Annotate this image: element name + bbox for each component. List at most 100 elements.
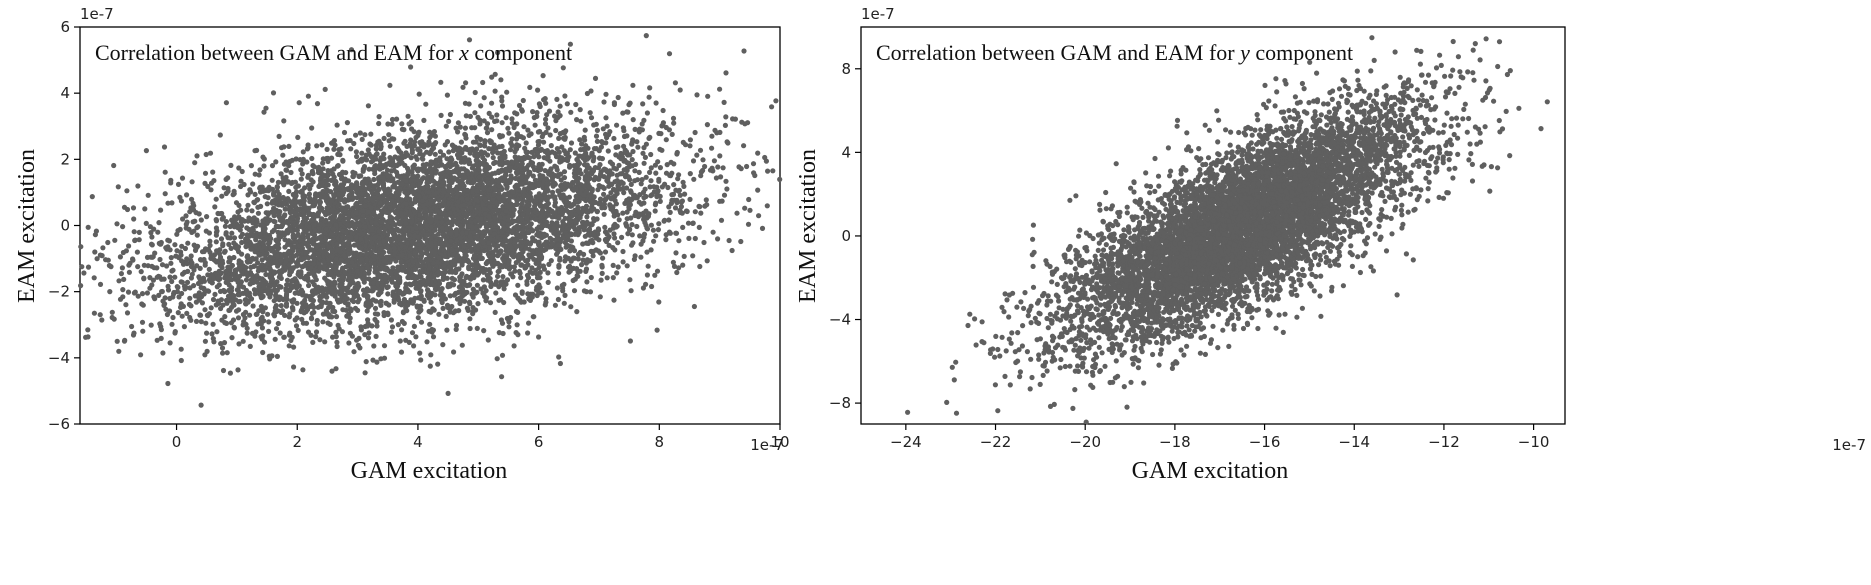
data-point: [611, 231, 617, 237]
data-point: [231, 191, 237, 197]
data-point: [690, 253, 696, 259]
data-point: [334, 339, 340, 345]
data-point: [258, 334, 264, 340]
data-point: [773, 98, 779, 104]
data-point: [142, 206, 148, 212]
data-point: [650, 227, 657, 233]
data-point: [241, 181, 247, 188]
data-point: [584, 214, 590, 220]
data-point: [532, 147, 538, 153]
data-point: [388, 317, 394, 323]
data-point: [156, 220, 162, 226]
data-point: [420, 152, 426, 158]
data-point: [280, 152, 286, 158]
data-point: [611, 165, 617, 171]
data-point: [630, 148, 636, 155]
data-point: [259, 325, 265, 331]
data-point: [440, 295, 446, 301]
data-point: [621, 190, 627, 196]
data-point: [604, 275, 610, 281]
data-point: [634, 139, 640, 145]
data-point: [322, 339, 328, 345]
data-point: [428, 352, 434, 358]
data-point: [169, 278, 175, 285]
data-point: [319, 142, 325, 148]
data-point: [499, 94, 505, 100]
data-point: [333, 314, 340, 320]
data-point: [327, 321, 333, 327]
data-point: [298, 176, 304, 182]
data-point: [218, 236, 225, 242]
data-point: [674, 149, 680, 156]
data-point: [700, 157, 706, 163]
data-point: [236, 341, 242, 347]
data-point: [498, 77, 504, 83]
data-point: [529, 265, 535, 271]
data-point: [111, 316, 117, 322]
data-point: [652, 208, 658, 214]
data-point: [510, 274, 516, 280]
data-point: [627, 338, 634, 344]
data-point: [597, 250, 604, 256]
data-point: [255, 260, 261, 266]
data-point: [170, 267, 176, 273]
data-point: [431, 267, 437, 273]
data-point: [229, 230, 235, 236]
data-point: [126, 262, 132, 268]
data-point: [183, 225, 189, 231]
data-point: [552, 302, 559, 308]
data-point: [598, 171, 604, 177]
data-point: [202, 338, 208, 344]
data-point: [184, 261, 190, 267]
data-point: [116, 278, 122, 284]
data-point: [698, 210, 704, 216]
data-point: [741, 48, 747, 54]
data-point: [250, 303, 256, 309]
data-point: [344, 120, 350, 126]
data-point: [259, 294, 265, 300]
data-point: [505, 125, 511, 131]
data-point: [235, 315, 242, 321]
data-point: [162, 295, 168, 301]
data-point: [408, 64, 414, 70]
data-point: [595, 187, 601, 193]
data-point: [165, 380, 171, 387]
data-point: [643, 33, 649, 39]
data-point: [158, 207, 164, 213]
data-point: [432, 133, 438, 139]
data-point: [477, 254, 483, 260]
data-point: [369, 323, 375, 329]
data-point: [524, 278, 530, 285]
data-point: [572, 174, 578, 180]
data-point: [653, 170, 659, 176]
data-point: [747, 207, 753, 213]
data-point: [509, 136, 515, 142]
data-point: [81, 270, 87, 276]
data-point: [256, 172, 262, 178]
data-point: [375, 181, 381, 188]
data-point: [594, 209, 600, 215]
data-point: [707, 167, 714, 173]
data-point: [467, 113, 473, 119]
data-point: [117, 296, 124, 302]
data-point: [446, 149, 452, 155]
data-point: [414, 156, 420, 162]
data-point: [371, 343, 377, 349]
data-point: [604, 231, 610, 237]
data-point: [178, 357, 184, 364]
data-point: [655, 227, 662, 233]
data-point: [399, 327, 405, 333]
data-point: [532, 122, 538, 128]
data-point: [444, 92, 450, 98]
data-point: [568, 238, 575, 244]
data-point: [673, 250, 679, 256]
data-point: [704, 122, 711, 128]
data-point: [614, 122, 620, 128]
data-point: [470, 305, 476, 311]
data-point: [272, 336, 278, 342]
data-point: [532, 209, 539, 215]
data-point: [431, 129, 437, 135]
data-point: [322, 86, 328, 92]
data-point: [472, 89, 478, 96]
data-point: [174, 248, 180, 254]
